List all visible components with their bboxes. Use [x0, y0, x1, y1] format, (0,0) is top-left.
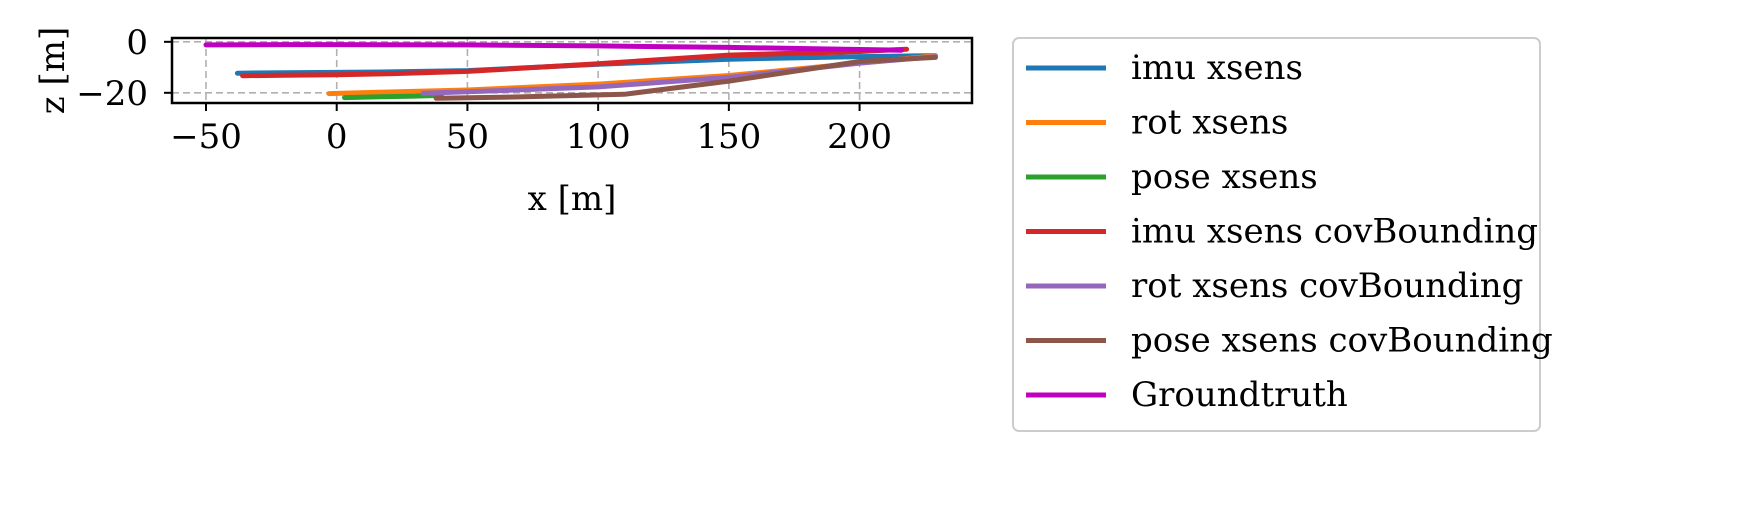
series-line: [342, 92, 444, 101]
y-axis-label: z [m]: [33, 27, 73, 115]
legend: imu xsens rot xsens pose xsens imu xsens co…: [1012, 37, 1553, 432]
legend-label: rot xsens covBounding: [1131, 266, 1523, 306]
y-tick-label: −20: [76, 74, 148, 114]
x-tick-label: 100: [566, 117, 631, 157]
legend-label: imu xsens: [1131, 48, 1303, 88]
plot-frame: [170, 36, 974, 105]
y-axis: 0−20: [76, 23, 172, 114]
series-line: [433, 54, 938, 101]
legend-label: pose xsens covBounding: [1131, 321, 1553, 361]
x-axis: −50 0 50 100 150 200: [170, 103, 892, 157]
x-tick-label: 200: [827, 117, 892, 157]
series-lines: [203, 42, 938, 101]
y-tick-label: 0: [126, 23, 148, 63]
legend-label: imu xsens covBounding: [1131, 212, 1538, 252]
legend-label: Groundtruth: [1131, 375, 1348, 415]
grid-lines: [172, 38, 972, 103]
x-tick-label: 50: [446, 117, 489, 157]
x-tick-label: −50: [170, 117, 242, 157]
series-line: [240, 46, 910, 79]
x-tick-label: 0: [326, 117, 348, 157]
x-tick-label: 150: [696, 117, 761, 157]
legend-label: rot xsens: [1131, 103, 1288, 143]
legend-items: imu xsens rot xsens pose xsens imu xsens co…: [1026, 48, 1553, 415]
x-axis-label: x [m]: [528, 179, 617, 219]
series-line: [203, 42, 904, 53]
legend-box: [1012, 37, 1541, 432]
legend-label: pose xsens: [1131, 157, 1318, 197]
